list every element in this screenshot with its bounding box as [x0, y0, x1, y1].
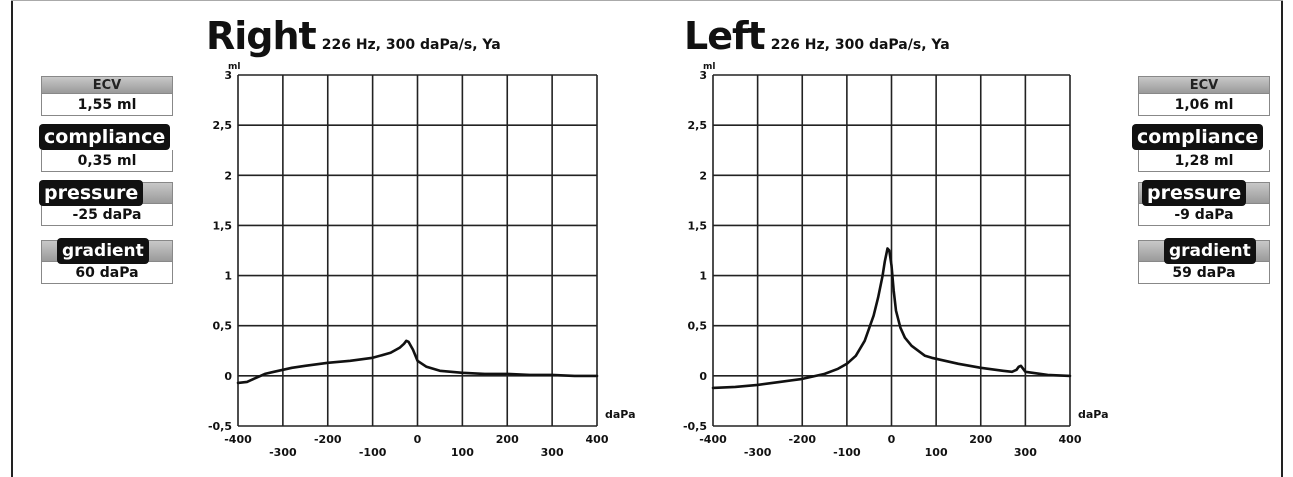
left-compliance-box: compliance 1,28 ml: [1132, 124, 1270, 172]
right-x-tick-label: -200: [314, 433, 342, 446]
left-tympanogram-line: [711, 247, 1072, 390]
right-x-axis-label: daPa: [605, 408, 636, 421]
left-y-tick-label: 1,5: [688, 219, 708, 232]
right-y-tick-label: -0,5: [208, 420, 232, 433]
right-chart: 3 2,5 2 1,5 1 0,5 0 -0,5 ml daPa -400 -200 0 200 400 -3…: [208, 62, 636, 459]
right-x-tick-label: 100: [451, 446, 474, 459]
right-y-tick-label: 3: [224, 69, 232, 82]
right-tympanogram-line: [236, 339, 599, 385]
right-y-tick-label: 2,5: [213, 119, 233, 132]
right-y-tick-label: 0: [224, 370, 232, 383]
left-compliance-value: 1,28 ml: [1138, 150, 1270, 172]
right-ecv-label: ECV: [41, 76, 173, 94]
left-y-tick-label: 1: [699, 270, 707, 283]
left-x-tick-label: -100: [833, 446, 861, 459]
left-pressure-value: -9 daPa: [1138, 204, 1270, 226]
left-y-tick-label: 3: [699, 69, 707, 82]
left-y-tick-label: 2: [699, 169, 707, 182]
right-gradient-label: gradient: [57, 238, 149, 264]
right-y-tick-label: 0,5: [213, 320, 233, 333]
right-pressure-box: pressure -25 daPa: [39, 180, 173, 226]
right-ecv-value: 1,55 ml: [41, 94, 173, 116]
left-gradient-label: gradient: [1164, 238, 1256, 264]
left-x-tick-label: -200: [788, 433, 816, 446]
left-y-tick-label: 0,5: [688, 320, 708, 333]
right-subtitle-text: 226 Hz, 300 daPa/s, Ya: [321, 37, 501, 53]
left-x-tick-label: -300: [744, 446, 772, 459]
left-x-tick-label: -400: [699, 433, 727, 446]
right-x-tick-label: 300: [541, 446, 564, 459]
right-compliance-label: compliance: [39, 124, 171, 150]
left-y-tick-label: 2,5: [688, 119, 708, 132]
left-x-tick-label: 300: [1014, 446, 1037, 459]
left-chart-title: Left 226 Hz, 300 daPa/s, Ya: [684, 14, 950, 58]
left-subtitle-text: 226 Hz, 300 daPa/s, Ya: [770, 37, 950, 53]
left-x-tick-label: 0: [888, 433, 896, 446]
left-ecv-label: ECV: [1138, 76, 1270, 94]
right-title-text: Right: [206, 14, 317, 58]
left-pressure-box: pressure -9 daPa: [1138, 180, 1270, 226]
left-title-text: Left: [684, 14, 766, 58]
right-ecv-box: ECV 1,55 ml: [41, 76, 173, 116]
right-compliance-box: compliance 0,35 ml: [39, 124, 173, 172]
right-y-axis-label: ml: [228, 62, 240, 72]
left-ecv-value: 1,06 ml: [1138, 94, 1270, 116]
right-x-tick-label: -400: [224, 433, 252, 446]
left-x-tick-label: 100: [925, 446, 948, 459]
left-x-axis-label: daPa: [1078, 408, 1109, 421]
right-compliance-value: 0,35 ml: [41, 150, 173, 172]
right-gradient-box: gradient 60 daPa: [41, 238, 173, 284]
frame-left-border: [11, 0, 13, 477]
right-chart-title: Right 226 Hz, 300 daPa/s, Ya: [206, 14, 501, 58]
left-x-tick-label: 400: [1059, 433, 1082, 446]
left-x-tick-label: 200: [969, 433, 992, 446]
right-y-tick-label: 1,5: [213, 219, 233, 232]
left-compliance-label: compliance: [1132, 124, 1264, 150]
frame-right-border: [1281, 0, 1283, 477]
right-x-tick-label: -100: [359, 446, 387, 459]
left-y-tick-label: -0,5: [683, 420, 707, 433]
right-pressure-label: pressure: [39, 180, 144, 206]
left-y-tick-label: 0: [699, 370, 707, 383]
right-gradient-value: 60 daPa: [41, 262, 173, 284]
right-y-tick-label: 2: [224, 169, 232, 182]
frame-top-border: [11, 0, 1283, 1]
left-gradient-value: 59 daPa: [1138, 262, 1270, 284]
right-x-tick-label: -300: [269, 446, 297, 459]
right-x-tick-label: 400: [586, 433, 609, 446]
left-gradient-box: gradient 59 daPa: [1138, 238, 1270, 284]
right-pressure-value: -25 daPa: [41, 204, 173, 226]
right-x-tick-label: 0: [414, 433, 422, 446]
left-y-axis-label: ml: [703, 62, 715, 72]
right-y-tick-label: 1: [224, 270, 232, 283]
left-ecv-box: ECV 1,06 ml: [1138, 76, 1270, 116]
left-chart: 3 2,5 2 1,5 1 0,5 0 -0,5 ml daPa -400 -200 0 200 400 -3…: [683, 62, 1109, 459]
right-x-tick-label: 200: [496, 433, 519, 446]
left-pressure-label: pressure: [1142, 180, 1247, 206]
